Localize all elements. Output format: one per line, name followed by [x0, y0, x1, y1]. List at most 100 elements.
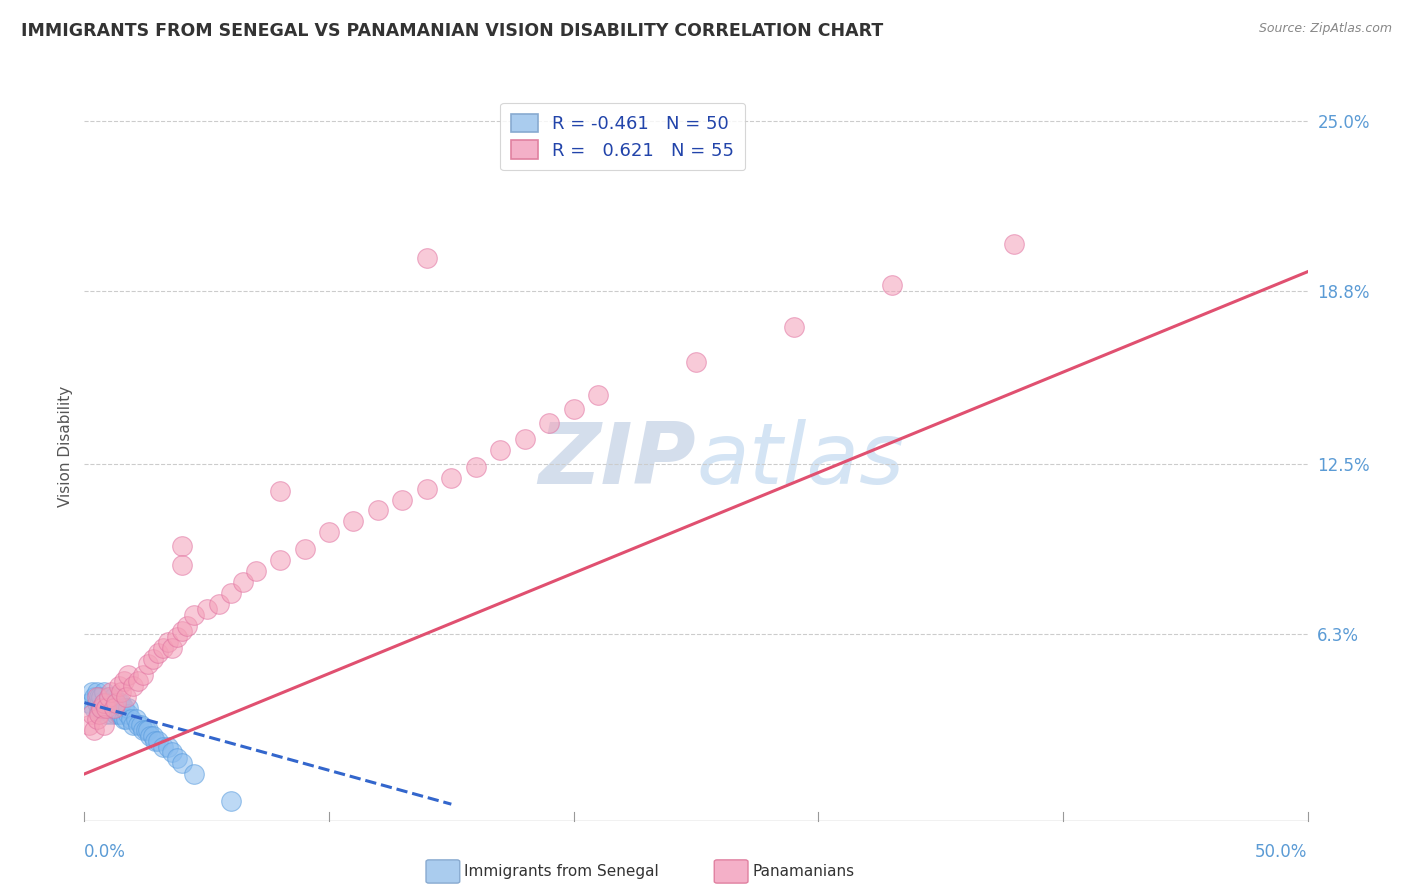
- Point: [146, 734, 169, 748]
- Point: [342, 515, 364, 529]
- Text: Source: ZipAtlas.com: Source: ZipAtlas.com: [1258, 22, 1392, 36]
- Text: 0.0%: 0.0%: [84, 843, 127, 861]
- Point: [86, 684, 108, 698]
- Point: [93, 684, 115, 698]
- Point: [156, 635, 179, 649]
- Point: [391, 492, 413, 507]
- Point: [245, 564, 267, 578]
- Point: [232, 574, 254, 589]
- Point: [183, 767, 205, 781]
- Point: [880, 278, 903, 293]
- Point: [80, 684, 103, 698]
- Point: [142, 729, 165, 743]
- Point: [586, 388, 609, 402]
- Point: [110, 706, 132, 721]
- Point: [125, 712, 148, 726]
- Point: [90, 701, 112, 715]
- Point: [115, 712, 138, 726]
- Point: [464, 459, 486, 474]
- Point: [172, 756, 194, 770]
- Point: [120, 712, 142, 726]
- Point: [562, 401, 585, 416]
- Point: [367, 503, 389, 517]
- Point: [90, 701, 112, 715]
- Point: [86, 696, 108, 710]
- Point: [86, 690, 108, 705]
- Point: [269, 553, 291, 567]
- Point: [100, 706, 122, 721]
- Point: [77, 717, 100, 731]
- Point: [152, 640, 174, 655]
- Point: [97, 690, 120, 705]
- Point: [1002, 237, 1025, 252]
- Point: [97, 701, 120, 715]
- Point: [112, 712, 135, 726]
- Point: [117, 668, 139, 682]
- Point: [318, 525, 340, 540]
- Point: [100, 684, 122, 698]
- Point: [77, 696, 100, 710]
- Point: [129, 717, 152, 731]
- Point: [143, 734, 166, 748]
- Point: [142, 651, 165, 665]
- Y-axis label: Vision Disability: Vision Disability: [58, 385, 73, 507]
- Point: [162, 640, 184, 655]
- Point: [136, 723, 159, 737]
- Point: [105, 696, 128, 710]
- Point: [103, 701, 125, 715]
- Point: [115, 690, 138, 705]
- Point: [117, 701, 139, 715]
- Point: [166, 750, 188, 764]
- Point: [112, 701, 135, 715]
- Text: IMMIGRANTS FROM SENEGAL VS PANAMANIAN VISION DISABILITY CORRELATION CHART: IMMIGRANTS FROM SENEGAL VS PANAMANIAN VI…: [21, 22, 883, 40]
- Point: [93, 696, 115, 710]
- Point: [107, 679, 129, 693]
- Point: [112, 673, 135, 688]
- Point: [219, 794, 242, 808]
- Point: [103, 701, 125, 715]
- Point: [83, 701, 105, 715]
- Text: ZIP: ZIP: [538, 419, 696, 502]
- Point: [122, 717, 145, 731]
- Point: [127, 673, 149, 688]
- Point: [416, 251, 439, 265]
- Point: [87, 706, 110, 721]
- Point: [110, 696, 132, 710]
- Point: [107, 706, 129, 721]
- Point: [86, 712, 108, 726]
- Point: [122, 679, 145, 693]
- Point: [110, 684, 132, 698]
- Point: [83, 690, 105, 705]
- Point: [87, 690, 110, 705]
- Point: [269, 484, 291, 499]
- Point: [162, 745, 184, 759]
- Point: [685, 355, 707, 369]
- Point: [183, 607, 205, 622]
- Point: [146, 646, 169, 660]
- Point: [489, 443, 512, 458]
- Point: [152, 739, 174, 754]
- Point: [294, 541, 316, 556]
- Point: [783, 319, 806, 334]
- Point: [208, 597, 231, 611]
- Point: [97, 690, 120, 705]
- Point: [93, 717, 115, 731]
- Point: [172, 624, 194, 639]
- Legend: R = -0.461   N = 50, R =   0.621   N = 55: R = -0.461 N = 50, R = 0.621 N = 55: [501, 103, 745, 170]
- Point: [127, 717, 149, 731]
- Point: [513, 432, 536, 446]
- Point: [132, 723, 155, 737]
- Point: [416, 482, 439, 496]
- Point: [132, 668, 155, 682]
- Point: [100, 696, 122, 710]
- Point: [219, 586, 242, 600]
- Point: [90, 690, 112, 705]
- Point: [135, 723, 157, 737]
- Point: [156, 739, 179, 754]
- Point: [172, 558, 194, 573]
- Point: [172, 539, 194, 553]
- Point: [96, 696, 118, 710]
- Point: [83, 723, 105, 737]
- Point: [139, 729, 162, 743]
- Point: [93, 696, 115, 710]
